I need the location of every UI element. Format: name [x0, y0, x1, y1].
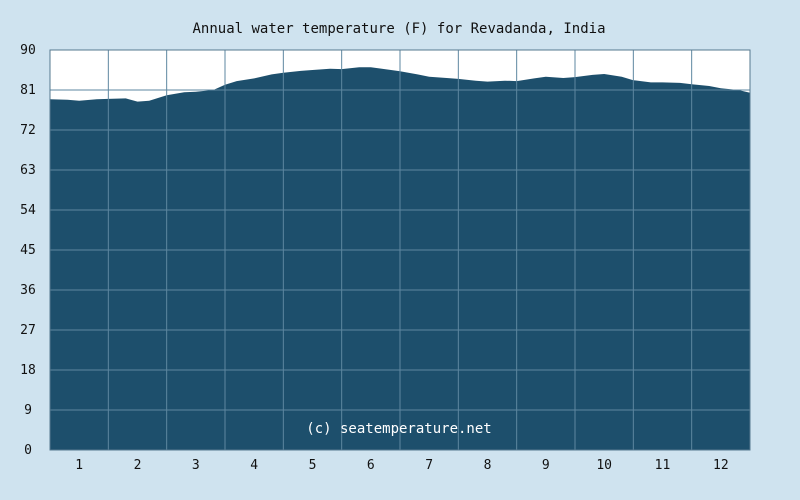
y-tick-label: 63	[20, 163, 36, 178]
plot-border	[49, 49, 751, 451]
x-axis-ticks: 1 2 3 4 5 6 7 8 9 10 11 12	[75, 458, 728, 473]
x-tick-label: 9	[542, 458, 550, 473]
x-tick-label: 10	[596, 458, 612, 473]
x-tick-label: 6	[367, 458, 375, 473]
x-tick-label: 8	[484, 458, 492, 473]
y-tick-label: 36	[20, 283, 36, 298]
x-tick-label: 7	[425, 458, 433, 473]
x-tick-label: 12	[713, 458, 729, 473]
y-tick-label: 45	[20, 243, 36, 258]
y-tick-label: 54	[20, 203, 36, 218]
grid-lines	[50, 50, 750, 450]
x-tick-label: 5	[309, 458, 317, 473]
x-tick-label: 4	[250, 458, 258, 473]
y-tick-label: 72	[20, 123, 36, 138]
watermark: (c) seatemperature.net	[306, 421, 491, 437]
chart-title: Annual water temperature (F) for Revadan…	[192, 21, 605, 37]
x-tick-label: 2	[134, 458, 142, 473]
y-axis-ticks: 0 9 18 27 36 45 54 63 72 81 90	[20, 43, 36, 458]
y-tick-label: 0	[24, 443, 32, 458]
x-tick-label: 3	[192, 458, 200, 473]
y-tick-label: 27	[20, 323, 36, 338]
y-tick-label: 81	[20, 83, 36, 98]
x-tick-label: 11	[655, 458, 671, 473]
y-tick-label: 9	[24, 403, 32, 418]
y-tick-label: 90	[20, 43, 36, 58]
y-tick-label: 18	[20, 363, 36, 378]
x-tick-label: 1	[75, 458, 83, 473]
